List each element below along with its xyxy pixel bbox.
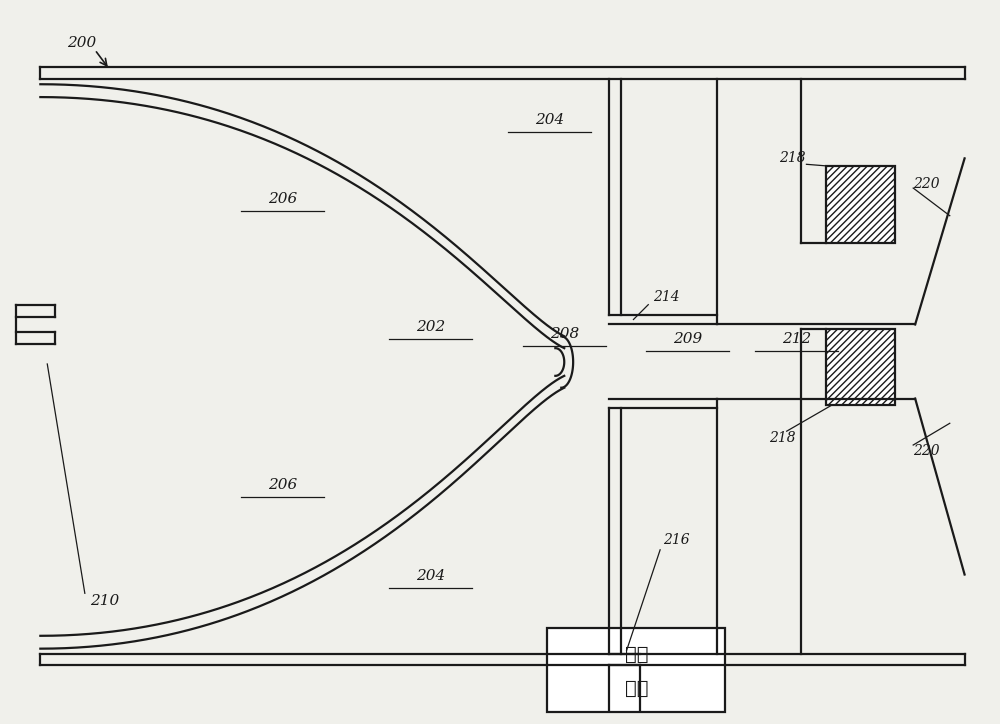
Text: 214: 214 bbox=[653, 290, 680, 304]
Text: 216: 216 bbox=[663, 533, 690, 547]
Text: 206: 206 bbox=[268, 192, 297, 206]
Text: 218: 218 bbox=[769, 431, 795, 445]
Text: 204: 204 bbox=[416, 569, 445, 584]
Text: 210: 210 bbox=[90, 594, 119, 608]
Text: 204: 204 bbox=[535, 113, 564, 127]
Text: 208: 208 bbox=[550, 327, 579, 341]
Text: 218: 218 bbox=[779, 151, 805, 165]
Text: 220: 220 bbox=[913, 177, 940, 191]
Text: 供给: 供给 bbox=[625, 645, 648, 665]
Text: 209: 209 bbox=[673, 332, 702, 346]
Text: 200: 200 bbox=[67, 35, 96, 50]
Bar bbox=[547, 628, 725, 712]
Text: 206: 206 bbox=[268, 479, 297, 492]
Text: 材料: 材料 bbox=[625, 679, 648, 698]
Bar bbox=[826, 329, 895, 405]
Text: 202: 202 bbox=[416, 320, 445, 334]
Bar bbox=[826, 167, 895, 243]
Text: 212: 212 bbox=[782, 332, 811, 346]
Text: 220: 220 bbox=[913, 444, 940, 458]
